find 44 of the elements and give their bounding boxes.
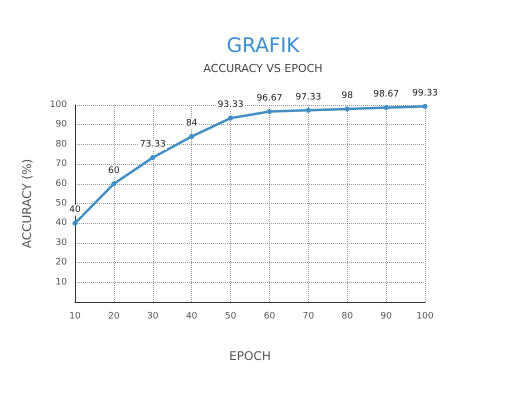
data-label: 99.33	[412, 88, 438, 98]
y-tick-label: 40	[56, 218, 68, 228]
data-label: 84	[186, 118, 198, 129]
y-tick-label: 60	[56, 178, 68, 189]
y-tick-label: 90	[56, 120, 68, 130]
x-tick-label: 10	[69, 312, 81, 322]
x-tick-label: 100	[416, 312, 434, 322]
data-label: 73.33	[140, 140, 166, 150]
chart-title: GRAFIK	[226, 33, 300, 57]
point	[228, 116, 234, 121]
x-axis-title: EPOCH	[229, 349, 271, 363]
x-tick-label: 20	[108, 312, 120, 322]
point	[344, 106, 350, 112]
data-label: 98	[341, 90, 354, 101]
data-label: 40	[69, 205, 81, 216]
data-label: 93.33	[218, 100, 244, 110]
x-tick-label: 80	[341, 312, 354, 322]
x-tick-label: 60	[264, 312, 276, 322]
y-axis-title: ACCURACY (%)	[20, 158, 34, 248]
y-tick-label: 30	[56, 238, 68, 248]
x-tick-label: 50	[224, 312, 237, 322]
y-tick-label: 80	[56, 139, 68, 150]
data-label: 98.67	[373, 90, 399, 100]
data-label: 60	[108, 166, 120, 176]
y-tick-label: 50	[56, 198, 68, 208]
point	[422, 104, 428, 109]
point	[384, 105, 389, 110]
point	[306, 108, 311, 113]
x-tick-label: 70	[302, 312, 314, 322]
y-tick-label: 100	[50, 100, 68, 110]
point	[111, 181, 116, 186]
y-tick-label: 20	[56, 258, 68, 268]
y-tick-label: 10	[56, 277, 68, 288]
x-tick-label: 40	[186, 312, 198, 322]
data-label: 97.33	[295, 92, 322, 102]
x-tick-label: 30	[147, 312, 159, 322]
point	[266, 109, 272, 114]
point	[72, 220, 78, 226]
point	[150, 155, 156, 160]
y-tick-label: 70	[56, 159, 68, 170]
chart-subtitle: ACCURACY VS EPOCH	[203, 62, 323, 75]
data-label: 96.67	[256, 94, 282, 104]
point	[189, 134, 194, 140]
x-tick-label: 90	[380, 312, 392, 322]
